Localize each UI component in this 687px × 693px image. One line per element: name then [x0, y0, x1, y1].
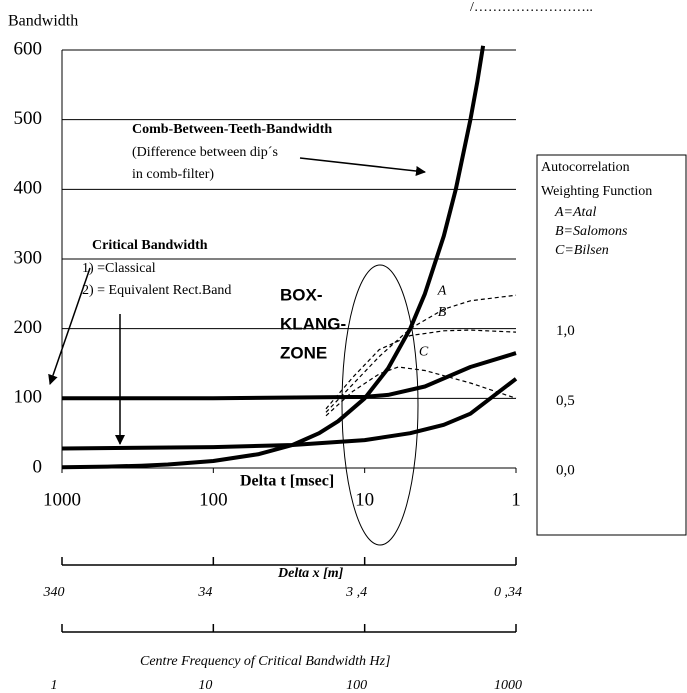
box-text: Weighting Function [541, 184, 652, 199]
y-tick-label: 600 [14, 38, 43, 59]
box-text: B=Salomons [555, 224, 628, 239]
series-line [61, 377, 518, 451]
y2-tick-label: 0,5 [556, 393, 575, 409]
box-text: C=Bilsen [555, 243, 609, 258]
annotation: Critical Bandwidth [92, 238, 208, 253]
y-axis-label: Bandwidth [8, 13, 78, 30]
y-tick-label: 0 [33, 456, 43, 477]
axis-tick-label: 34 [197, 585, 212, 600]
y-tick-label: 300 [14, 247, 43, 268]
annotation: 1) =Classical [82, 261, 156, 276]
axis-tick-label: 100 [346, 678, 367, 693]
axis-tick-label: 3 ,4 [345, 585, 367, 600]
y-tick-label: 500 [14, 108, 43, 129]
series-line [62, 351, 517, 401]
x-tick-label: 100 [199, 489, 228, 510]
arrow [299, 157, 426, 176]
y-tick-label: 400 [14, 178, 43, 199]
y-tick-label: 200 [14, 317, 43, 338]
y2-tick-label: 0,0 [556, 462, 575, 478]
annotation: BOX- [280, 285, 323, 304]
axis-tick-label: 10 [198, 678, 212, 693]
y2-tick-label: 1,0 [556, 323, 575, 339]
axis-tick-label: 1 [51, 678, 58, 693]
box-text: A=Atal [554, 205, 596, 220]
x-tick-label: 10 [355, 489, 374, 510]
series-line [61, 45, 486, 470]
x-axis-label: Delta t [msec] [240, 473, 334, 490]
x-tick-label: 1000 [43, 489, 81, 510]
arrow [48, 267, 91, 385]
annotation: ZONE [280, 343, 327, 362]
annotation: Comb-Between-Teeth-Bandwidth [132, 122, 332, 137]
y-tick-label: 100 [14, 387, 43, 408]
annotation: 2) = Equivalent Rect.Band [82, 283, 231, 298]
series-line [325, 294, 517, 413]
series-label: C [419, 345, 429, 360]
axis-tick-label: 340 [43, 585, 65, 600]
series-line [325, 366, 517, 417]
series-label: A [437, 283, 447, 298]
delta-x-label: Delta x [m] [277, 566, 344, 581]
annotation: in comb-filter) [132, 167, 214, 182]
box-text: Autocorrelation [541, 160, 630, 175]
axis-tick-label: 1000 [494, 678, 522, 693]
annotation: KLANG- [280, 314, 346, 333]
x-tick-label: 1 [511, 489, 521, 510]
weighting-box [536, 154, 687, 536]
series-label: B [438, 305, 447, 320]
zone-ellipse [341, 264, 419, 546]
frequency-label: Centre Frequency of Critical Bandwidth H… [140, 654, 391, 669]
header-text: /…………………….. [470, 0, 593, 15]
annotation: (Difference between dip´s [132, 145, 278, 160]
axis-tick-label: 0 ,34 [494, 585, 522, 600]
series-line [325, 329, 517, 410]
